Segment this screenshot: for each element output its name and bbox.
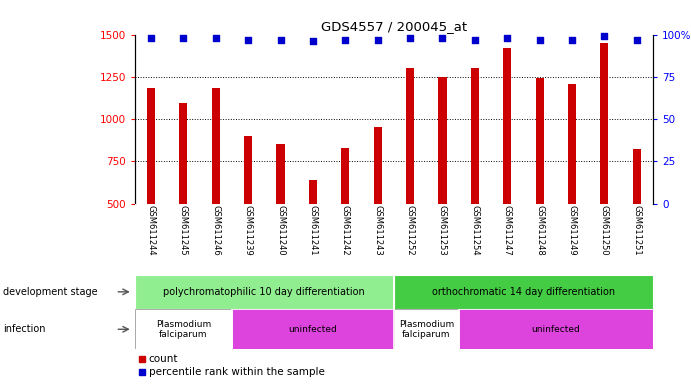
Bar [276,144,285,204]
Bar [374,127,381,204]
Point [599,33,610,39]
Text: Plasmodium
falciparum: Plasmodium falciparum [399,319,454,339]
Text: GSM611253: GSM611253 [438,205,447,256]
Point [404,35,415,41]
Bar [438,77,446,204]
Title: GDS4557 / 200045_at: GDS4557 / 200045_at [321,20,467,33]
Text: GSM611242: GSM611242 [341,205,350,256]
Bar [536,78,544,204]
Bar [244,136,252,204]
Point [145,35,156,41]
Bar [341,148,350,204]
Point [567,36,578,43]
Text: count: count [149,354,178,364]
Point [632,36,643,43]
Point [243,36,254,43]
Bar [503,48,511,204]
Point [502,35,513,41]
Bar [232,309,394,349]
Point [340,36,351,43]
Bar [394,275,653,309]
Text: GSM611249: GSM611249 [567,205,576,256]
Bar [568,84,576,204]
Bar [179,103,187,204]
Point [275,36,286,43]
Bar [459,309,653,349]
Text: GSM611241: GSM611241 [308,205,317,256]
Bar [406,68,414,204]
Bar [211,88,220,204]
Point [307,38,319,45]
Bar [471,68,479,204]
Text: GSM611251: GSM611251 [632,205,641,256]
Text: GSM611244: GSM611244 [146,205,155,256]
Point [437,35,448,41]
Text: GSM611248: GSM611248 [535,205,544,256]
Text: uninfected: uninfected [289,325,337,334]
Text: GSM611246: GSM611246 [211,205,220,256]
Text: GSM611252: GSM611252 [406,205,415,256]
Bar [135,309,232,349]
Bar [394,309,459,349]
Text: GSM611254: GSM611254 [471,205,480,256]
Text: Plasmodium
falciparum: Plasmodium falciparum [155,319,211,339]
Bar [147,88,155,204]
Text: GSM611250: GSM611250 [600,205,609,256]
Text: GSM611243: GSM611243 [373,205,382,256]
Text: GSM611245: GSM611245 [179,205,188,256]
Point [469,36,480,43]
Text: orthochromatic 14 day differentiation: orthochromatic 14 day differentiation [432,287,615,297]
Bar [135,275,394,309]
Text: development stage: development stage [3,287,98,297]
Bar [633,149,641,204]
Text: GSM611240: GSM611240 [276,205,285,256]
Bar [309,180,317,204]
Text: GSM611239: GSM611239 [244,205,253,256]
Text: GSM611247: GSM611247 [503,205,512,256]
Point [178,35,189,41]
Point [210,35,221,41]
Text: uninfected: uninfected [531,325,580,334]
Point [534,36,545,43]
Point [372,36,384,43]
Text: percentile rank within the sample: percentile rank within the sample [149,367,325,377]
Text: polychromatophilic 10 day differentiation: polychromatophilic 10 day differentiatio… [164,287,365,297]
Text: infection: infection [3,324,46,334]
Bar [600,43,609,204]
